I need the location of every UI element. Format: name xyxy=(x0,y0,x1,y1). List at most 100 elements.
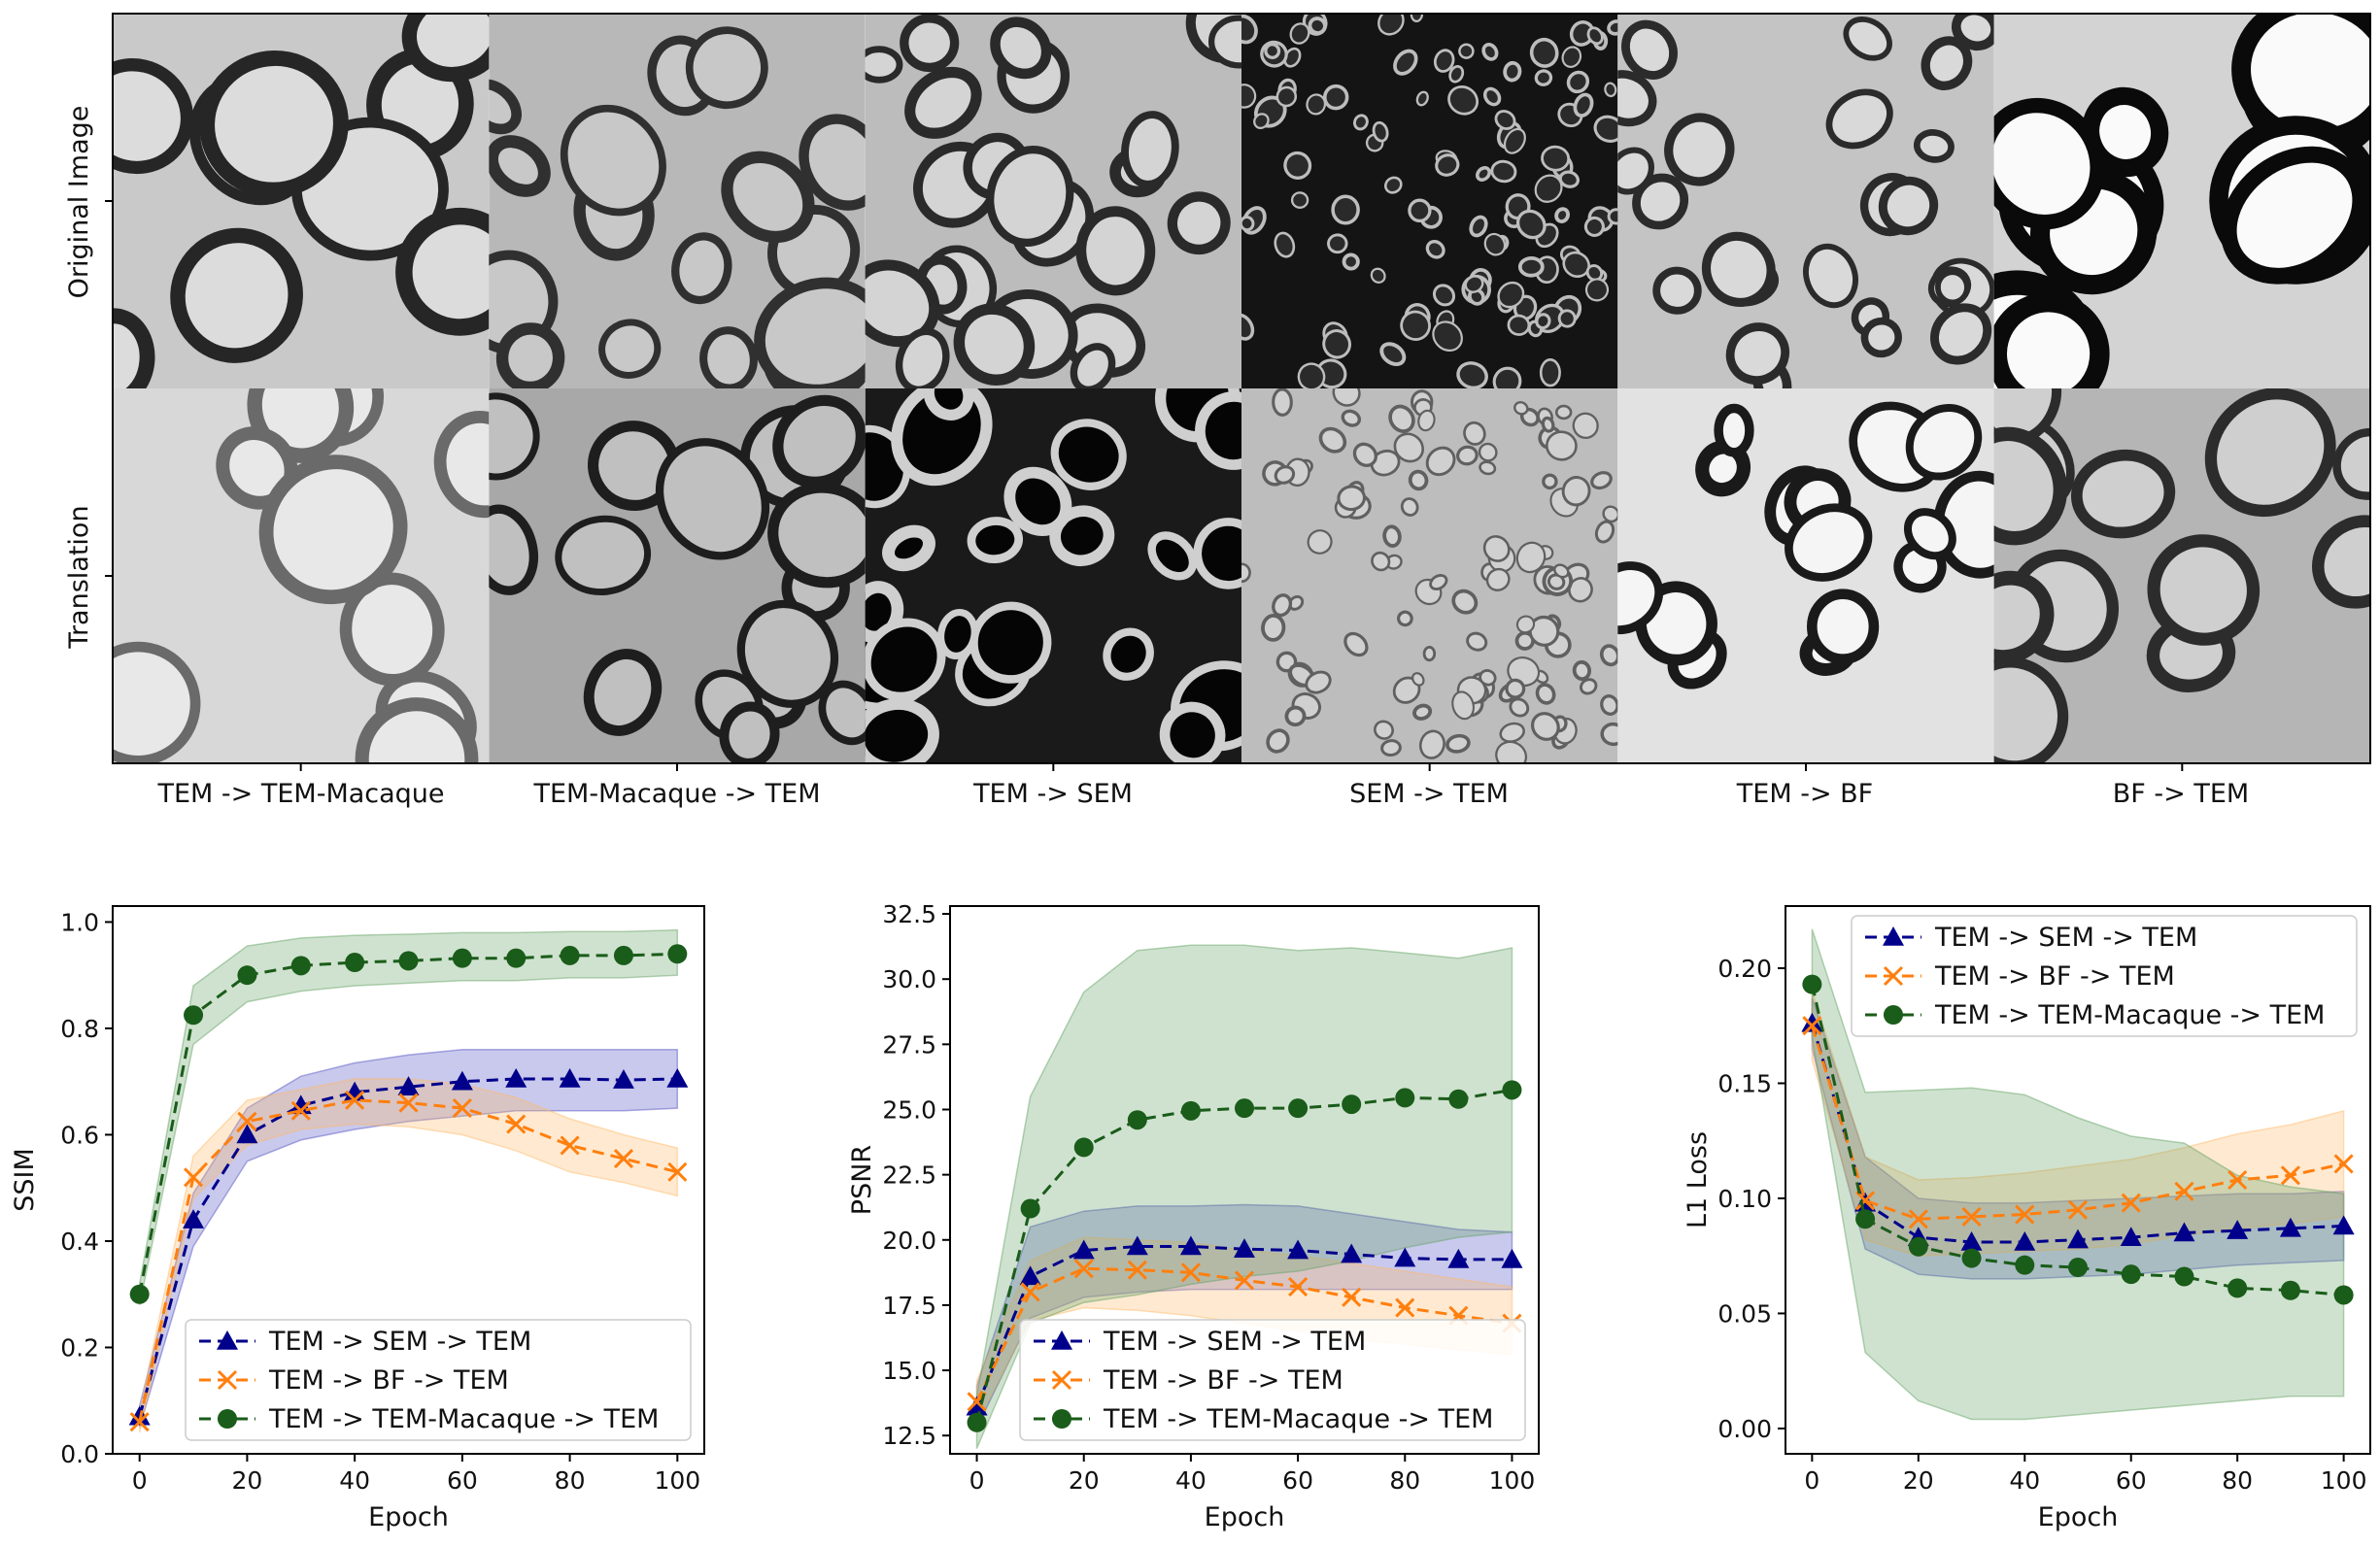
micrograph-tile xyxy=(113,388,490,763)
axon-shape xyxy=(1432,284,1456,307)
axon-shape xyxy=(1393,432,1424,463)
triangle-marker xyxy=(217,1330,238,1350)
axon-shape xyxy=(1445,733,1471,754)
circle-marker xyxy=(613,945,633,965)
micrograph-tile xyxy=(1993,388,2370,763)
axon-shape xyxy=(1305,670,1332,694)
triangle-marker xyxy=(559,1067,581,1088)
x-tick-label: 40 xyxy=(2009,1466,2040,1495)
x-marker xyxy=(1961,1206,1982,1227)
axon-shape xyxy=(1494,110,1516,130)
x-tick-label: 60 xyxy=(2116,1466,2147,1495)
axon-shape xyxy=(1400,310,1431,341)
axon-shape xyxy=(1417,409,1436,432)
triangle-marker xyxy=(1126,1235,1148,1256)
axon-shape xyxy=(1600,694,1618,716)
legend-label: TEM -> BF -> TEM xyxy=(1934,961,2175,992)
axon-shape xyxy=(767,482,866,589)
axon-shape xyxy=(1505,678,1526,699)
axon-shape xyxy=(1803,243,1858,309)
confidence-band xyxy=(138,1078,679,1433)
axon-shape xyxy=(1159,701,1226,763)
triangle-marker xyxy=(1341,1243,1363,1263)
triangle-marker xyxy=(1179,1235,1202,1256)
circle-marker xyxy=(2333,1285,2354,1305)
y-tick-label: 30.0 xyxy=(882,965,936,993)
axon-shape xyxy=(1621,19,1678,80)
x-tick-label: 100 xyxy=(2321,1466,2367,1495)
axon-shape xyxy=(1600,722,1618,747)
axon-shape xyxy=(258,454,408,605)
circle-marker xyxy=(184,1005,204,1026)
x-tick-label: 80 xyxy=(2222,1466,2253,1495)
axon-shape xyxy=(1464,275,1484,293)
y-tick-label: 25.0 xyxy=(882,1095,936,1124)
y-tick-label: 20.0 xyxy=(882,1227,936,1255)
legend-label: TEM -> TEM-Macaque -> TEM xyxy=(268,1404,659,1434)
triangle-marker xyxy=(666,1067,689,1088)
axon-shape xyxy=(1352,114,1369,131)
x-marker xyxy=(2067,1199,2089,1220)
axon-shape xyxy=(1241,313,1255,341)
circle-marker xyxy=(1908,1236,1928,1257)
triangle-marker xyxy=(612,1069,634,1089)
x-marker xyxy=(398,1093,419,1113)
axon-shape xyxy=(1602,505,1618,523)
axon-shape xyxy=(1411,672,1425,687)
x-marker xyxy=(1020,1282,1040,1302)
x-marker xyxy=(560,1135,580,1156)
axon-shape xyxy=(1584,278,1610,302)
axon-shape xyxy=(1843,16,1892,61)
axon-shape xyxy=(1121,111,1179,188)
x-marker xyxy=(2121,1193,2141,1213)
axon-shape xyxy=(1517,255,1545,278)
triangle-marker xyxy=(1234,1238,1255,1258)
axon-shape xyxy=(489,79,522,135)
confidence-band xyxy=(1811,928,2345,1421)
axon-shape xyxy=(1785,503,1873,582)
axon-shape xyxy=(1617,147,1654,195)
axon-shape xyxy=(699,326,758,388)
y-tick-label: 0.10 xyxy=(1717,1185,1772,1213)
circle-marker xyxy=(452,948,472,968)
axon-shape xyxy=(1241,14,1258,45)
axon-shape xyxy=(1664,113,1735,186)
axon-shape xyxy=(113,308,155,388)
axon-shape xyxy=(1652,266,1702,315)
axon-shape xyxy=(865,46,903,84)
circle-marker xyxy=(1395,1088,1415,1108)
axon-shape xyxy=(986,146,1074,247)
axon-shape xyxy=(1558,170,1580,188)
axon-shape xyxy=(1322,84,1349,111)
axon-shape xyxy=(721,151,815,244)
axon-shape xyxy=(1372,120,1389,143)
x-marker xyxy=(1855,1191,1876,1211)
axon-shape xyxy=(772,394,866,488)
x-marker xyxy=(1073,1259,1094,1279)
axon-shape xyxy=(1379,342,1407,366)
x-tick-label: 60 xyxy=(447,1466,478,1495)
axon-shape xyxy=(583,649,663,736)
axon-shape xyxy=(1070,343,1116,388)
axon-shape xyxy=(1456,361,1488,388)
axon-shape xyxy=(1297,362,1326,388)
axon-shape xyxy=(113,641,201,763)
triangle-marker xyxy=(1051,1330,1072,1350)
axon-shape xyxy=(1586,26,1604,46)
micrograph-tile xyxy=(1993,14,2370,388)
x-marker xyxy=(1395,1297,1415,1318)
y-tick-label: 0.6 xyxy=(60,1121,99,1149)
ssim-chart: 0 20 40 60 80 100 0.0 0.2 0.4 0.6 0.8 1.0 Epoch SSIM T… xyxy=(10,905,705,1532)
axon-shape xyxy=(1451,589,1479,615)
x-marker xyxy=(613,1149,634,1169)
axon-shape xyxy=(1241,216,1255,232)
micrograph-tile xyxy=(1617,388,1994,763)
axon-shape xyxy=(1422,646,1437,662)
triangle-marker xyxy=(451,1070,473,1091)
axon-shape xyxy=(1481,43,1499,61)
series-line xyxy=(138,952,678,1295)
circle-marker xyxy=(1052,1409,1071,1429)
axon-shape xyxy=(1308,17,1327,35)
axon-shape xyxy=(170,227,303,363)
axon-shape xyxy=(1425,240,1445,259)
